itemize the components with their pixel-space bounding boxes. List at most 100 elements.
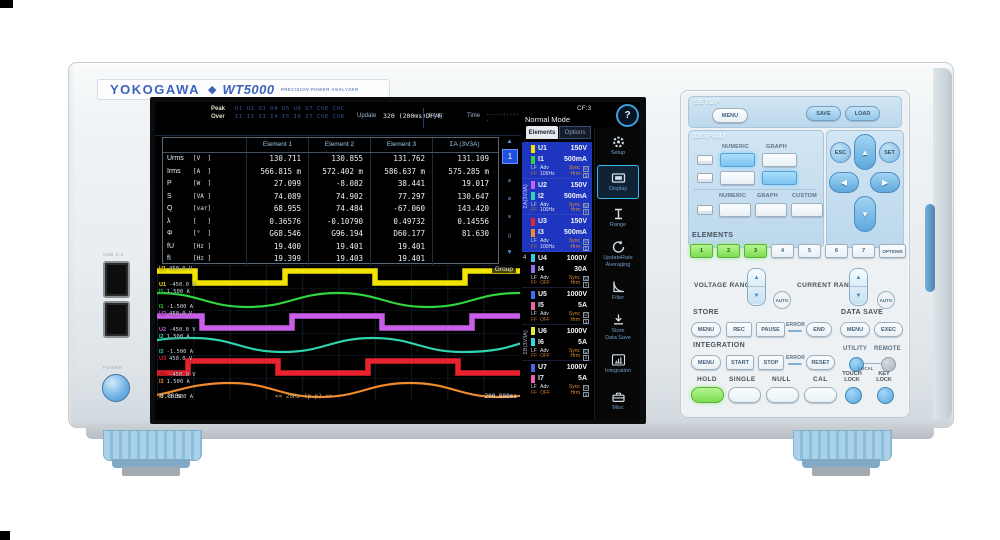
integration-reset-button[interactable]: RESET xyxy=(806,355,835,370)
voltage-down-icon[interactable]: ▼ xyxy=(748,287,765,304)
touch-lock-button[interactable] xyxy=(845,387,862,404)
data-save-exec-button[interactable]: EXEC xyxy=(874,322,903,337)
right-foot-pad xyxy=(812,467,870,476)
options-button[interactable]: OPTIONS xyxy=(879,244,906,258)
col-element3: Element 3 xyxy=(371,138,433,152)
voltage-auto-button[interactable]: AUTO xyxy=(773,291,791,309)
element-7-button[interactable]: 7 xyxy=(852,244,875,258)
waveform-display: Group U1 450.0 V U1 -450.0 V I1 1.500 A I1-… xyxy=(157,265,520,400)
key-lock-label: KEY LOCK xyxy=(876,371,892,384)
element-5-button[interactable]: 5 xyxy=(798,244,821,258)
display-a-led-button[interactable] xyxy=(697,155,713,165)
current-page[interactable]: 1 xyxy=(502,149,518,164)
page-up-icon[interactable]: ▲ xyxy=(506,138,513,145)
range-menu-item[interactable]: Range xyxy=(597,201,639,235)
local-label: LOCAL xyxy=(858,366,874,371)
i4-color-swatch xyxy=(531,265,535,273)
setup-menu-item[interactable]: Setup xyxy=(597,129,639,163)
setup-menu-button[interactable]: MENU xyxy=(712,108,748,123)
element-7-settings[interactable]: U7 1000V I7 5A LF FF Adv OFF Sync Hrm U 1 xyxy=(522,361,592,398)
col-sigma: ΣA (3V3A) xyxy=(449,141,480,149)
display-menu-item[interactable]: Display xyxy=(597,165,639,199)
utility-button[interactable] xyxy=(849,357,864,372)
cal-button[interactable] xyxy=(804,387,837,403)
load-button[interactable]: LOAD xyxy=(845,106,880,121)
mode-indicator: Normal Mode xyxy=(525,115,571,124)
col-element1: Element 1 xyxy=(247,138,309,152)
element-1-settings[interactable]: U1 150V I1 500mA LF FF Adv 100Hz Sync Hrm U 1 xyxy=(522,142,592,179)
tab-options[interactable]: Options xyxy=(559,126,591,139)
element-4-button[interactable]: 4 xyxy=(771,244,794,258)
element-5-settings[interactable]: U5 1000V I5 5A LF FF Adv OFF Sync Hrm U 1 xyxy=(522,288,592,325)
store-rec-button[interactable]: REC xyxy=(726,322,752,337)
col-element2: Element 2 xyxy=(309,138,371,152)
integration-error-label: ERROR xyxy=(786,355,806,361)
integration-start-button[interactable]: START xyxy=(726,355,754,370)
store-menu-button[interactable]: MENU xyxy=(691,322,721,337)
last-page[interactable]: 9 xyxy=(507,233,512,240)
element-2-settings[interactable]: U2 150V I2 500mA LF FF Adv 100Hz Sync Hrm U 1 xyxy=(522,179,592,215)
current-down-icon[interactable]: ▼ xyxy=(850,287,867,304)
down-arrow-button[interactable]: ▼ xyxy=(854,196,876,232)
hold-button[interactable] xyxy=(691,387,724,403)
display-a-graph-button[interactable] xyxy=(762,153,797,167)
integration-menu-button[interactable]: MENU xyxy=(691,355,721,370)
display-c-graph-button[interactable] xyxy=(755,203,787,217)
photo-corner-artifact xyxy=(0,0,13,8)
over-label: Over xyxy=(211,114,225,120)
store-data-save-menu-item[interactable]: Store Data Save xyxy=(597,310,639,344)
display-a-numeric-button[interactable] xyxy=(720,153,755,167)
update-rate-averaging-menu-item[interactable]: UpdateRate Averaging xyxy=(597,237,639,271)
element-1-button[interactable]: 1 xyxy=(690,244,713,258)
null-button[interactable] xyxy=(766,387,799,403)
right-arrow-button[interactable]: ▶ xyxy=(870,172,900,193)
single-button[interactable] xyxy=(728,387,761,403)
help-button[interactable]: ? xyxy=(616,104,639,127)
filter-menu-item[interactable]: Filter xyxy=(597,274,639,308)
remote-button[interactable] xyxy=(881,357,896,372)
power-button[interactable] xyxy=(102,374,130,402)
brand-diamond-icon: ◆ xyxy=(208,84,217,96)
store-end-button[interactable]: END xyxy=(806,322,832,337)
u1-color-swatch xyxy=(531,144,535,153)
misc-menu-item[interactable]: Misc xyxy=(597,384,639,418)
element-3-settings[interactable]: U3 150V I3 500mA LF FF Adv 100Hz Sync Hrm U 1 xyxy=(522,215,592,252)
display-b-led-button[interactable] xyxy=(697,173,713,183)
esc-button[interactable]: ESC xyxy=(830,142,851,163)
page-down-icon[interactable]: ▼ xyxy=(506,249,513,256)
left-arrow-button[interactable]: ◀ xyxy=(829,172,859,193)
integration-stop-button[interactable]: STOP xyxy=(758,355,784,370)
display-c-numeric-button[interactable] xyxy=(719,203,751,217)
save-button[interactable]: SAVE xyxy=(806,106,841,121)
element-6-settings[interactable]: U6 1000V I6 5A LF FF Adv OFF Sync Hrm U 1 xyxy=(522,325,592,361)
integration-error-led xyxy=(788,363,802,365)
page-dot xyxy=(508,179,511,182)
key-lock-button[interactable] xyxy=(877,387,894,404)
voltage-up-icon[interactable]: ▲ xyxy=(748,269,765,287)
element-2-button[interactable]: 2 xyxy=(717,244,740,258)
current-auto-button[interactable]: AUTO xyxy=(877,291,895,309)
element-6-button[interactable]: 6 xyxy=(825,244,848,258)
elements-title: ELEMENTS xyxy=(692,232,734,239)
element-4-settings[interactable]: U4 1000V I4 30A LF FF Adv OFF Sync Hrm U 1 xyxy=(522,252,592,288)
current-up-icon[interactable]: ▲ xyxy=(850,269,867,287)
integration-menu-item[interactable]: Integration xyxy=(597,347,639,381)
display-divider xyxy=(694,189,816,190)
set-button[interactable]: SET xyxy=(879,142,900,163)
store-pause-button[interactable]: PAUSE xyxy=(756,322,785,337)
model-subtitle: PRECISION POWER ANALYZER xyxy=(280,87,359,92)
waveform-trace-i2: I2 1.500 A I2 -1.500 A xyxy=(157,332,520,357)
display-c-custom-button[interactable] xyxy=(791,203,823,217)
element-3-button[interactable]: 3 xyxy=(744,244,767,258)
up-arrow-button[interactable]: ▲ xyxy=(854,134,876,170)
display-c-led-button[interactable] xyxy=(697,205,713,215)
status-divider xyxy=(423,108,424,128)
u3-color-swatch xyxy=(531,217,535,226)
display-b-graph-button[interactable] xyxy=(762,171,797,185)
data-save-menu-button[interactable]: MENU xyxy=(840,322,870,337)
display-b-numeric-button[interactable] xyxy=(720,171,755,185)
tab-elements[interactable]: Elements xyxy=(526,126,558,139)
